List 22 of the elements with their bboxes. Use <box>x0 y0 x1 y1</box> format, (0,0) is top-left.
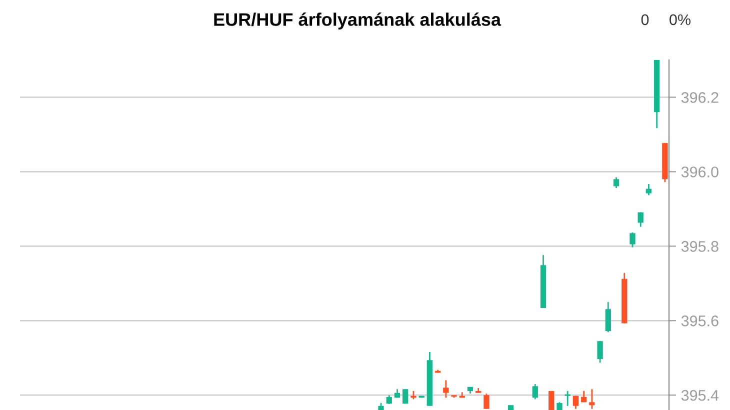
candlestick <box>564 390 570 407</box>
candlestick <box>630 232 636 248</box>
candlestick <box>589 388 595 410</box>
text: 0% <box>670 14 690 26</box>
candlestick <box>572 395 579 410</box>
y-tick-label: 396.2 <box>681 92 718 103</box>
candlestick <box>605 301 611 333</box>
text: 0 <box>641 14 649 26</box>
y-tick-label: 395.4 <box>681 390 719 401</box>
y-tick-label: 395.8 <box>681 241 718 252</box>
candlestick <box>443 380 449 398</box>
y-tick-label: 396.0 <box>681 166 718 178</box>
candlestick <box>597 340 603 364</box>
candlestick <box>484 392 490 410</box>
candlestick <box>613 176 620 189</box>
candlestick <box>402 388 408 404</box>
candlestick <box>646 183 652 196</box>
y-tick-label: 395.6 <box>681 316 718 326</box>
candlestick <box>532 383 538 400</box>
chart-title: EUR/HUF árfolyamának alakulása <box>214 12 502 30</box>
candlestick <box>638 212 644 228</box>
candlestick <box>548 391 554 410</box>
